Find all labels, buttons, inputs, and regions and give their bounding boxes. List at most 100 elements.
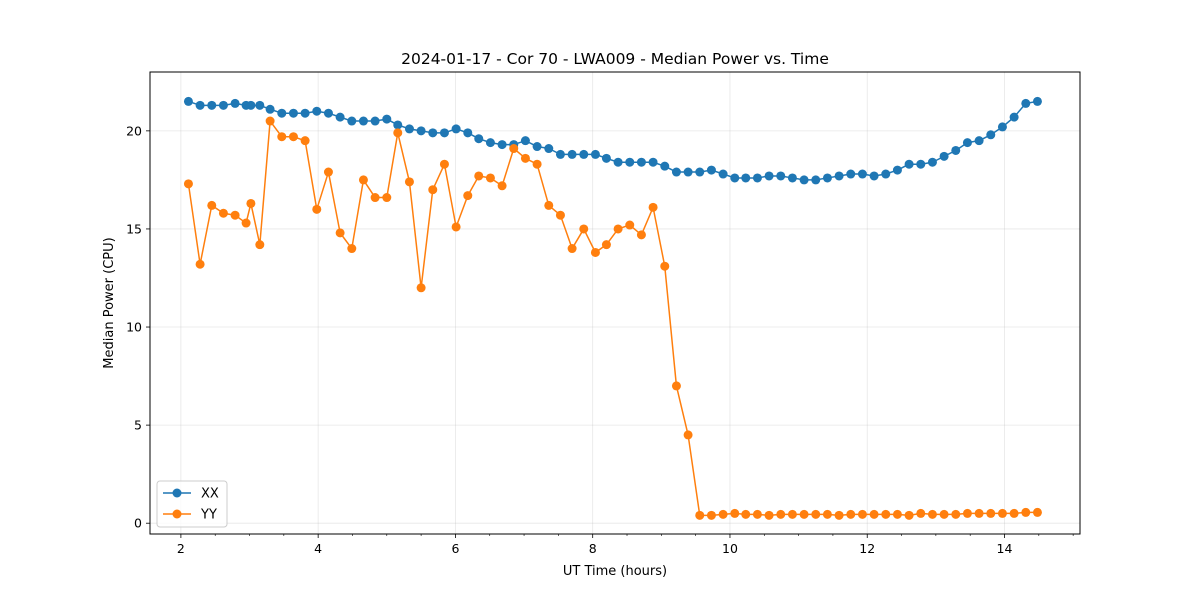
data-point-yy: [218, 208, 228, 218]
y-tick-label: 5: [134, 418, 142, 433]
data-point-xx: [393, 120, 403, 130]
data-point-yy: [962, 508, 972, 518]
x-tick-label: 12: [859, 541, 875, 556]
data-point-yy: [706, 510, 716, 520]
data-point-xx: [648, 157, 658, 167]
data-point-yy: [787, 509, 797, 519]
data-point-yy: [288, 132, 298, 142]
data-point-xx: [579, 149, 589, 159]
data-point-xx: [741, 173, 751, 183]
data-point-yy: [741, 509, 751, 519]
y-tick-label: 10: [126, 320, 142, 335]
data-point-yy: [485, 173, 495, 183]
data-point-xx: [962, 138, 972, 148]
data-point-xx: [463, 128, 473, 138]
data-point-yy: [393, 128, 403, 138]
data-point-yy: [881, 509, 891, 519]
data-point-xx: [183, 96, 193, 106]
data-point-yy: [428, 185, 438, 195]
data-point-yy: [904, 510, 914, 520]
data-point-xx: [834, 171, 844, 181]
data-point-yy: [1032, 507, 1042, 517]
data-point-yy: [335, 228, 345, 238]
data-point-xx: [927, 157, 937, 167]
data-point-xx: [265, 104, 275, 114]
chart-title: 2024-01-17 - Cor 70 - LWA009 - Median Po…: [401, 50, 829, 68]
data-point-yy: [358, 175, 368, 185]
data-point-yy: [255, 240, 265, 250]
data-point-yy: [312, 204, 322, 214]
legend-marker-xx: [172, 488, 182, 498]
data-point-xx: [951, 145, 961, 155]
data-point-xx: [382, 114, 392, 124]
data-point-xx: [323, 108, 333, 118]
data-point-yy: [497, 181, 507, 191]
data-point-xx: [532, 142, 542, 152]
data-point-xx: [590, 149, 600, 159]
data-point-xx: [671, 167, 681, 177]
data-point-xx: [706, 165, 716, 175]
y-tick-label: 20: [126, 123, 142, 138]
data-point-yy: [625, 220, 635, 230]
data-point-yy: [241, 218, 251, 228]
data-point-yy: [347, 244, 357, 254]
data-point-yy: [370, 193, 380, 203]
data-point-xx: [370, 116, 380, 126]
series-layer: [183, 96, 1042, 520]
data-point-yy: [834, 510, 844, 520]
data-point-yy: [916, 508, 926, 518]
data-point-yy: [416, 283, 426, 293]
data-point-xx: [416, 126, 426, 136]
legend-label-xx: XX: [201, 487, 219, 502]
data-point-xx: [555, 149, 565, 159]
data-point-xx: [195, 100, 205, 110]
plot-frame: [149, 71, 1081, 535]
data-point-yy: [1009, 508, 1019, 518]
data-point-yy: [579, 224, 589, 234]
data-point-yy: [892, 509, 902, 519]
data-point-xx: [869, 171, 879, 181]
data-point-xx: [695, 167, 705, 177]
ticks: 2 4 6 8 10 12 14 0 5 10 15 20: [126, 123, 1074, 556]
data-point-xx: [601, 153, 611, 163]
data-point-xx: [474, 134, 484, 144]
data-point-yy: [601, 240, 611, 250]
data-point-yy: [183, 179, 193, 189]
data-point-xx: [255, 100, 265, 110]
data-point-yy: [1021, 507, 1031, 517]
series-xx: [183, 96, 1042, 185]
data-point-xx: [636, 157, 646, 167]
data-point-yy: [590, 247, 600, 257]
data-point-xx: [752, 173, 762, 183]
data-point-yy: [230, 210, 240, 220]
data-point-yy: [822, 509, 832, 519]
data-point-yy: [544, 200, 554, 210]
data-point-xx: [613, 157, 623, 167]
data-point-yy: [277, 132, 287, 142]
data-point-xx: [811, 175, 821, 185]
data-point-yy: [660, 261, 670, 271]
legend-label-yy: YY: [200, 508, 217, 523]
data-point-yy: [648, 202, 658, 212]
data-point-xx: [787, 173, 797, 183]
data-point-yy: [939, 509, 949, 519]
data-point-yy: [474, 171, 484, 181]
data-point-xx: [881, 169, 891, 179]
x-tick-label: 6: [451, 541, 459, 556]
data-point-xx: [939, 151, 949, 161]
y-tick-label: 0: [134, 516, 142, 531]
data-point-yy: [636, 230, 646, 240]
data-point-xx: [300, 108, 310, 118]
data-point-yy: [439, 159, 449, 169]
x-tick-label: 14: [997, 541, 1013, 556]
data-point-yy: [613, 224, 623, 234]
data-point-xx: [986, 130, 996, 140]
data-point-xx: [846, 169, 856, 179]
data-point-xx: [1032, 96, 1042, 106]
data-point-xx: [625, 157, 635, 167]
data-point-xx: [428, 128, 438, 138]
x-axis-label: UT Time (hours): [563, 564, 667, 579]
data-point-yy: [404, 177, 414, 187]
series-yy: [183, 116, 1042, 520]
